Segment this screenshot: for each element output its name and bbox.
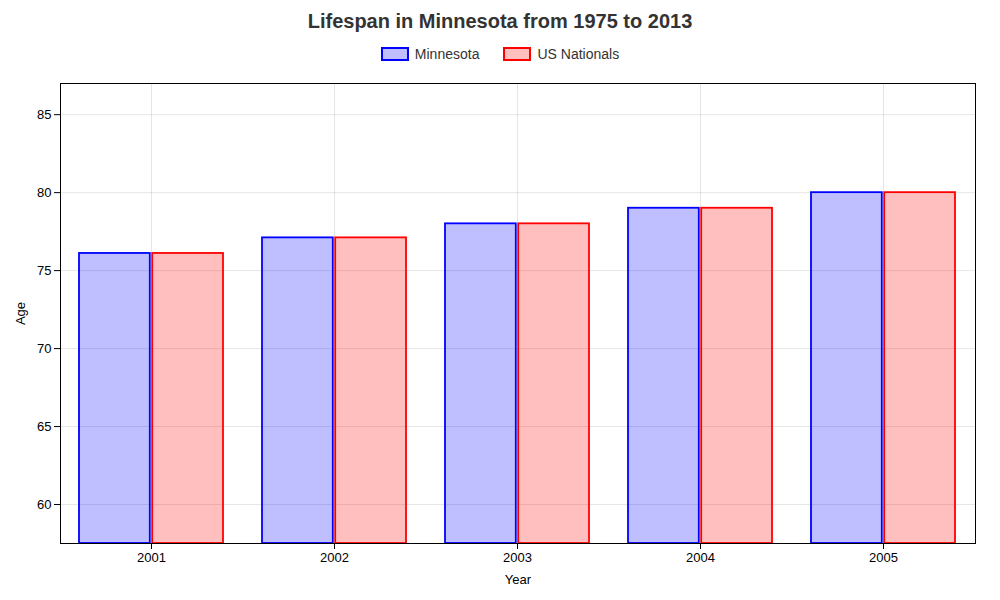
svg-text:2003: 2003 (503, 550, 532, 565)
svg-text:80: 80 (37, 185, 51, 200)
svg-text:85: 85 (37, 107, 51, 122)
svg-text:60: 60 (37, 497, 51, 512)
html-text:Lifespan in Minnesota from 197: Lifespan in Minnesota from 1975 to 2013 (307, 10, 693, 32)
svg-text:65: 65 (37, 419, 51, 434)
html-text:US Nationals: US Nationals (537, 46, 620, 62)
html-text:Minnesota: Minnesota (414, 46, 480, 62)
svg-text:Age: Age (13, 302, 28, 325)
svg-text:70: 70 (37, 341, 51, 356)
svg-text:Year: Year (505, 572, 532, 587)
svg-text:2004: 2004 (686, 550, 715, 565)
svg-text:2001: 2001 (137, 550, 166, 565)
svg-text:2002: 2002 (320, 550, 349, 565)
svg-text:2005: 2005 (869, 550, 898, 565)
svg-text:75: 75 (37, 263, 51, 278)
